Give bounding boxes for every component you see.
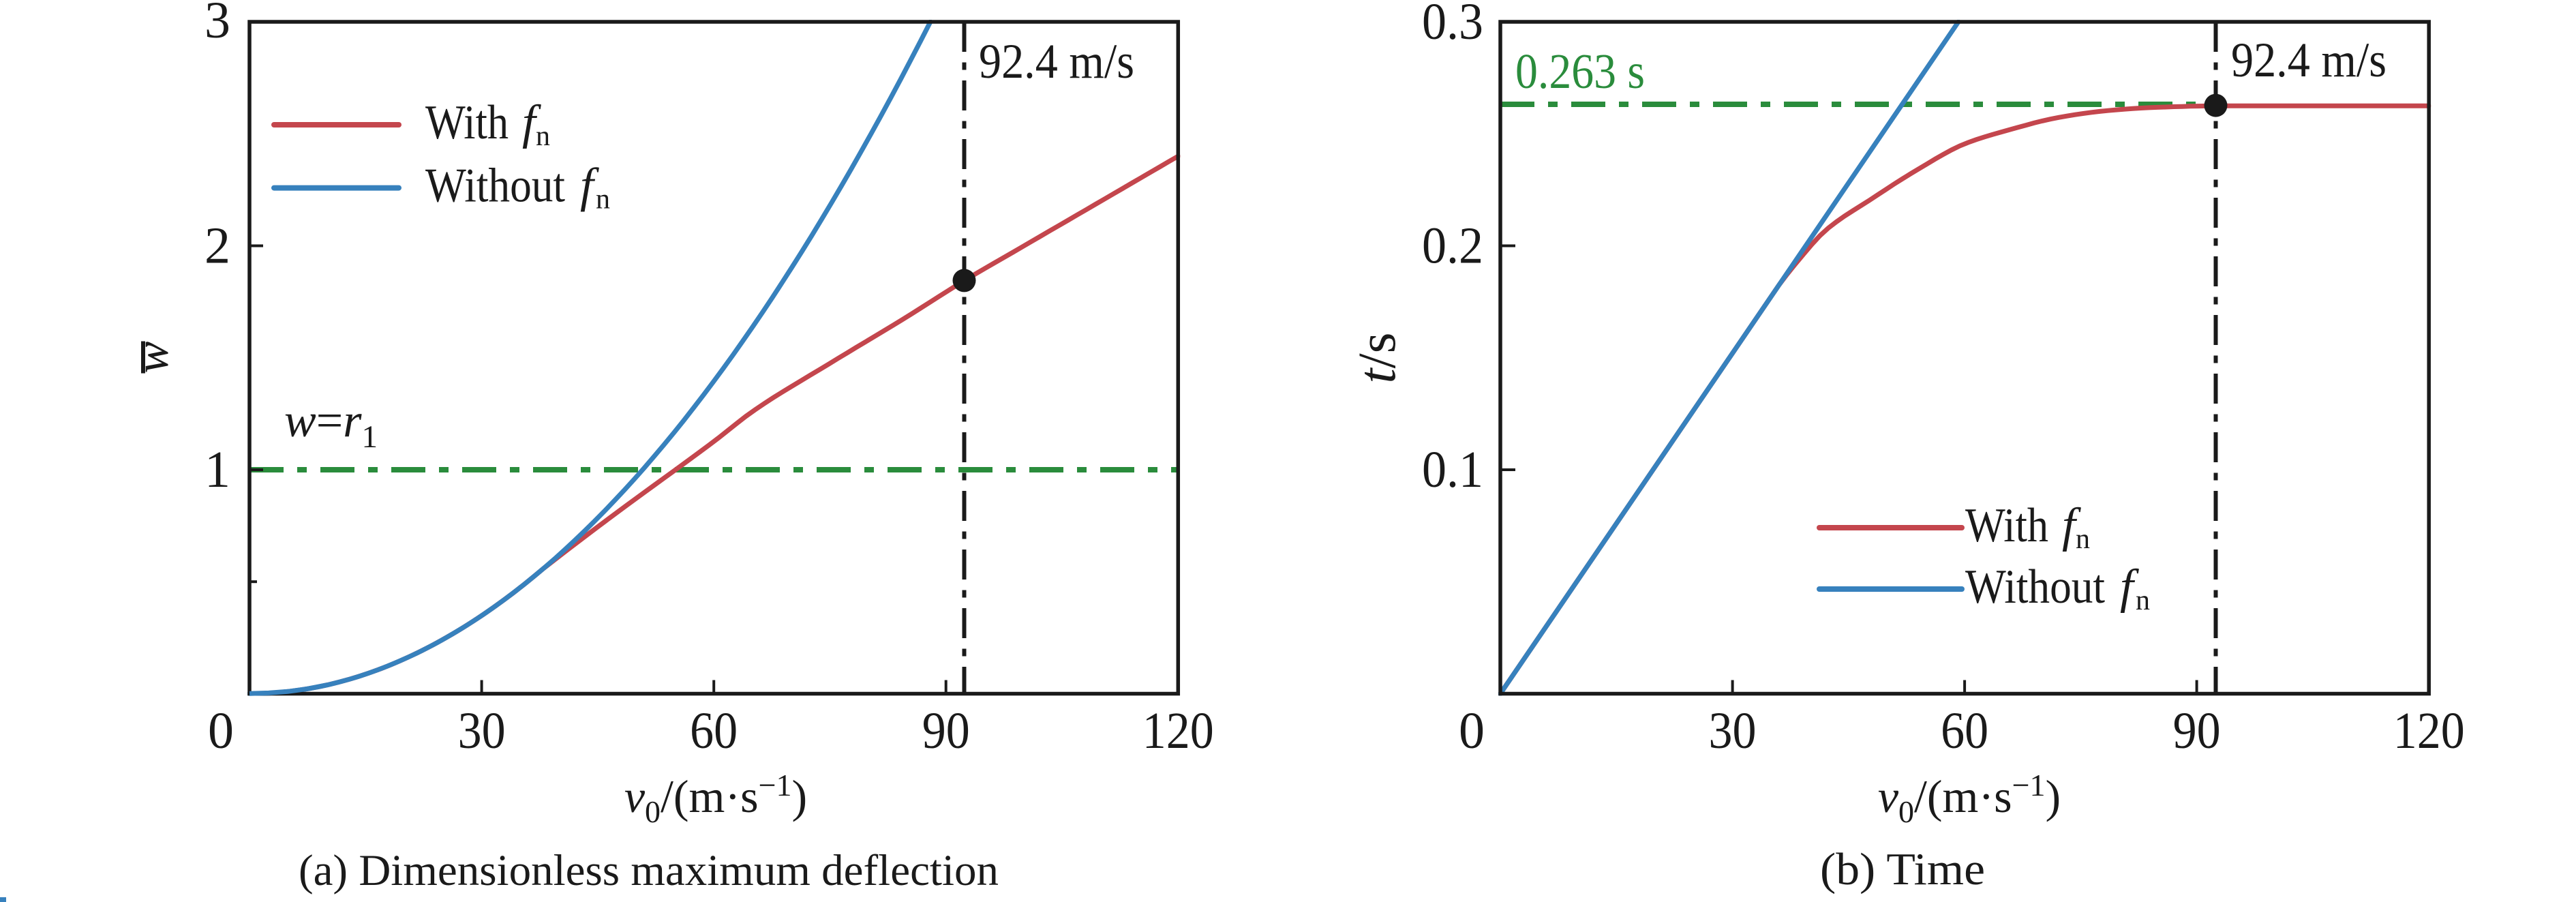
svg-text:w: w xyxy=(126,341,179,373)
svg-text:30: 30 xyxy=(1709,702,1757,760)
svg-text:With: With xyxy=(1965,499,2048,552)
svg-text:0: 0 xyxy=(208,702,234,760)
svg-text:60: 60 xyxy=(690,702,738,760)
svg-text:120: 120 xyxy=(1142,702,1214,760)
svg-text:n: n xyxy=(2136,585,2150,616)
svg-text:92.4 m/s: 92.4 m/s xyxy=(979,34,1134,89)
svg-text:1: 1 xyxy=(204,441,230,498)
svg-text:0: 0 xyxy=(1459,702,1485,760)
svg-text:n: n xyxy=(2076,524,2090,555)
svg-text:n: n xyxy=(596,184,610,215)
svg-text:w=r1: w=r1 xyxy=(284,395,378,455)
svg-text:v0/(m·s−1): v0/(m·s−1) xyxy=(1878,768,2061,829)
svg-text:0.1: 0.1 xyxy=(1422,441,1483,498)
svg-text:Without: Without xyxy=(425,160,565,213)
svg-text:60: 60 xyxy=(1941,702,1988,760)
svg-text:2: 2 xyxy=(204,217,230,275)
svg-text:0.263 s: 0.263 s xyxy=(1515,44,1645,99)
svg-text:t/s: t/s xyxy=(1347,333,1406,384)
svg-text:92.4 m/s: 92.4 m/s xyxy=(2231,33,2386,87)
svg-text:120: 120 xyxy=(2393,702,2465,760)
svg-text:0.2: 0.2 xyxy=(1422,217,1483,275)
svg-text:90: 90 xyxy=(2173,702,2221,760)
svg-text:(b) Time: (b) Time xyxy=(1820,844,1985,895)
svg-text:90: 90 xyxy=(922,702,970,760)
svg-text:v0/(m·s−1): v0/(m·s−1) xyxy=(624,768,807,829)
svg-text:3: 3 xyxy=(204,0,230,49)
svg-text:0.3: 0.3 xyxy=(1422,0,1483,50)
svg-text:n: n xyxy=(536,121,550,152)
svg-text:30: 30 xyxy=(458,702,506,760)
svg-text:Without: Without xyxy=(1965,560,2105,614)
svg-text:(a) Dimensionless maximum defl: (a) Dimensionless maximum deflection xyxy=(299,846,999,895)
svg-text:With: With xyxy=(425,96,509,149)
